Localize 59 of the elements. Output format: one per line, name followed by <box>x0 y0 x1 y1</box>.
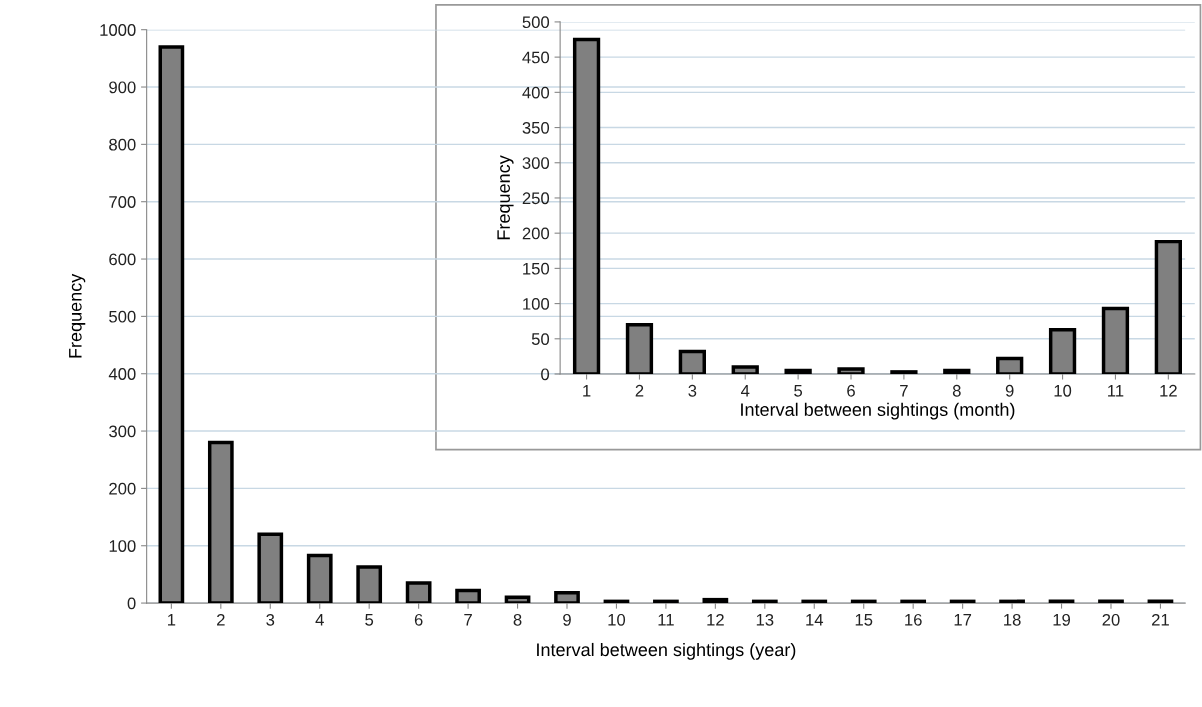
y-tick-label: 700 <box>109 196 136 208</box>
y-tick-label: 400 <box>108 368 136 380</box>
x-tick-label: 20 <box>1102 613 1120 626</box>
x-tick-label: 5 <box>365 614 374 626</box>
y-tick-label: 400 <box>522 86 550 99</box>
x-tick-label: 16 <box>905 613 922 626</box>
x-tick-label: 2 <box>217 613 225 626</box>
x-tick-label: 17 <box>954 614 972 626</box>
y-tick-label: 200 <box>522 227 550 240</box>
y-tick-label: 1000 <box>100 24 136 36</box>
x-tick-label: 15 <box>855 614 873 626</box>
x-tick-label: 3 <box>688 384 697 397</box>
y-tick-label: 300 <box>109 425 136 438</box>
x-tick-label: 8 <box>952 384 961 397</box>
x-tick-label: 6 <box>847 384 855 397</box>
x-tick-label: 10 <box>1054 384 1072 397</box>
x-tick-label: 11 <box>1108 385 1124 397</box>
x-tick-label: 3 <box>266 613 275 626</box>
x-tick-label: 14 <box>806 614 824 626</box>
x-tick-label: 10 <box>608 613 626 626</box>
x-axis-title: Interval between sightings (year) <box>537 642 796 660</box>
y-tick-label: 350 <box>522 121 550 134</box>
y-tick-label: 0 <box>127 597 136 610</box>
y-axis-title: Frequency <box>69 273 86 358</box>
x-tick-label: 7 <box>464 614 472 626</box>
x-tick-label: 12 <box>707 613 724 626</box>
y-tick-label: 500 <box>522 16 550 29</box>
x-tick-label: 6 <box>414 613 423 626</box>
y-tick-label: 100 <box>109 540 136 552</box>
x-tick-label: 9 <box>563 613 571 626</box>
x-tick-label: 4 <box>740 385 750 397</box>
y-tick-label: 50 <box>531 333 550 345</box>
x-tick-label: 5 <box>794 385 803 397</box>
x-tick-label: 2 <box>635 384 644 397</box>
y-tick-label: 800 <box>109 138 136 151</box>
x-tick-label: 9 <box>1005 384 1014 397</box>
y-tick-label: 900 <box>109 81 136 94</box>
x-tick-label: 21 <box>1152 613 1169 626</box>
x-tick-label: 12 <box>1160 384 1177 397</box>
x-tick-label: 4 <box>315 614 324 626</box>
x-tick-label: 8 <box>513 613 522 626</box>
x-tick-label: 7 <box>900 385 908 397</box>
x-tick-label: 19 <box>1053 613 1071 626</box>
x-tick-label: 18 <box>1004 613 1021 626</box>
y-tick-label: 300 <box>522 157 550 169</box>
x-tick-label: 11 <box>658 614 674 626</box>
y-tick-label: 150 <box>523 262 550 275</box>
y-tick-label: 600 <box>109 253 136 266</box>
y-tick-label: 500 <box>109 310 136 323</box>
y-tick-label: 200 <box>109 482 136 495</box>
x-tick-label: 13 <box>756 613 774 626</box>
x-axis-title: Interval between sightings (month) <box>741 402 1015 420</box>
y-tick-label: 250 <box>522 192 550 205</box>
y-axis-title: Frequency <box>497 155 514 240</box>
y-tick-label: 0 <box>541 368 550 381</box>
y-tick-label: 450 <box>522 51 550 64</box>
x-tick-label: 1 <box>583 385 591 397</box>
y-tick-label: 100 <box>523 297 550 310</box>
x-tick-label: 1 <box>168 614 176 626</box>
